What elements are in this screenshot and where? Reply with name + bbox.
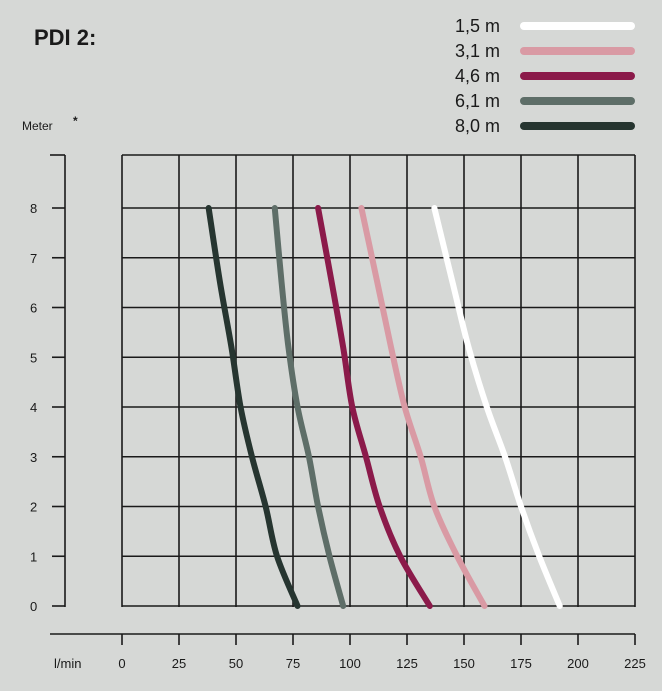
y-tick-label: 0 — [30, 599, 37, 614]
x-tick-label: 100 — [339, 656, 361, 671]
axes — [50, 154, 636, 645]
legend-label: 8,0 m — [455, 116, 500, 136]
x-tick-label: 50 — [229, 656, 243, 671]
y-tick-label: 3 — [30, 450, 37, 465]
tick-labels: 0 1 2 3 4 5 6 7 8 0 25 50 75 100 125 150 175 200 225 — [30, 201, 646, 671]
legend-label: 3,1 m — [455, 41, 500, 61]
x-tick-label: 175 — [510, 656, 532, 671]
x-axis-label: l/min — [54, 656, 81, 671]
x-tick-label: 200 — [567, 656, 589, 671]
series-line-5 — [205, 205, 301, 609]
y-tick-label: 1 — [30, 549, 37, 564]
y-tick-label: 6 — [30, 301, 37, 316]
series-line-1 — [431, 205, 563, 609]
legend: 1,5 m 3,1 m 4,6 m 6,1 m 8,0 m — [455, 16, 635, 136]
x-tick-label: 0 — [118, 656, 125, 671]
y-tick-label: 2 — [30, 500, 37, 515]
y-tick-label: 5 — [30, 350, 37, 365]
y-tick-label: 7 — [30, 251, 37, 266]
y-axis-label: Meter — [22, 119, 53, 133]
legend-label: 1,5 m — [455, 16, 500, 36]
x-tick-label: 150 — [453, 656, 475, 671]
series-line-2 — [358, 205, 488, 609]
legend-label: 4,6 m — [455, 66, 500, 86]
x-tick-label: 75 — [286, 656, 300, 671]
x-tick-label: 225 — [624, 656, 646, 671]
y-tick-label: 4 — [30, 400, 37, 415]
x-tick-label: 125 — [396, 656, 418, 671]
series-line-4 — [271, 205, 347, 609]
series-line-3 — [315, 205, 433, 609]
x-tick-label: 25 — [172, 656, 186, 671]
legend-label: 6,1 m — [455, 91, 500, 111]
y-axis-label-marker: * — [73, 114, 78, 128]
grid — [121, 154, 636, 607]
series-lines — [205, 205, 563, 609]
chart-title: PDI 2: — [34, 25, 96, 50]
y-tick-label: 8 — [30, 201, 37, 216]
